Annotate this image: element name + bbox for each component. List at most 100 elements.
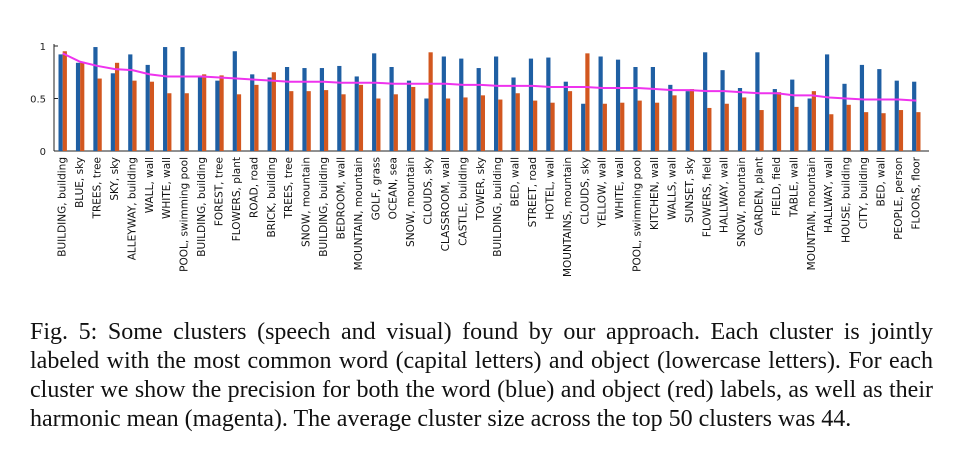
object-precision-bar [498, 99, 503, 151]
x-tick-label: BLUE, sky [74, 157, 86, 208]
word-precision-bar [319, 68, 325, 151]
object-precision-bar [811, 91, 816, 151]
object-precision-bar [759, 110, 764, 151]
object-precision-bar [515, 93, 520, 151]
word-precision-bar [250, 74, 255, 151]
x-tick-label: SKY, sky [109, 157, 121, 201]
word-precision-bar [842, 83, 847, 151]
object-precision-bar [254, 84, 259, 151]
word-precision-bar [145, 64, 150, 151]
harmonic-mean-line [62, 52, 917, 102]
x-tick-label: WHITE, wall [161, 157, 173, 219]
word-precision-bar [650, 67, 655, 151]
word-precision-bar [511, 77, 516, 151]
word-precision-bar [180, 47, 185, 151]
x-tick-label: ALLEYWAY, building [126, 157, 138, 260]
x-tick-label: TABLE, wall [788, 157, 800, 218]
word-precision-bar [546, 57, 551, 151]
object-precision-bar [358, 84, 364, 151]
word-precision-bar [459, 58, 464, 151]
word-precision-bar [372, 53, 377, 151]
object-precision-bar [97, 78, 102, 151]
word-precision-bar [668, 84, 673, 151]
x-tick-label: FOREST, tree [213, 157, 225, 226]
object-precision-bar [567, 91, 573, 151]
x-tick-label: TREES, tree [92, 157, 104, 219]
x-tick-label: BEDROOM, wall [335, 157, 347, 239]
x-tick-label: WALL, wall [144, 157, 156, 213]
word-precision-bar [93, 47, 98, 151]
x-tick-label: TOWER, sky [475, 157, 487, 221]
object-precision-bar [794, 106, 799, 151]
object-precision-bar [846, 104, 851, 151]
x-tick-label: GARDEN, plant [754, 157, 766, 236]
x-tick-label: ROAD, road [248, 157, 260, 218]
object-precision-bar [864, 112, 869, 151]
object-precision-bar [219, 75, 224, 151]
x-tick-label: PEOPLE, person [893, 157, 905, 240]
x-tick-label: KITCHEN, wall [649, 157, 661, 230]
word-precision-bar [389, 67, 394, 151]
word-precision-bar [232, 51, 237, 151]
x-tick-label: BUILDING, building [196, 157, 208, 257]
x-tick-label: CLOUDS, sky [423, 157, 435, 225]
x-tick-label: SNOW, mountain [405, 157, 417, 247]
object-precision-bar [393, 94, 398, 151]
word-precision-bar [633, 67, 638, 151]
word-precision-bar [110, 73, 115, 151]
x-tick-label: WHITE, wall [614, 157, 626, 219]
object-precision-bar [707, 107, 712, 151]
object-precision-bar [271, 72, 276, 151]
x-tick-label: HALLWAY, wall [719, 157, 731, 233]
word-precision-bar [790, 79, 795, 151]
object-precision-bar [463, 97, 468, 151]
x-tick-label: WALLS, wall [666, 157, 678, 220]
word-precision-bar [284, 67, 290, 151]
x-tick-label: BUILDING, building [57, 157, 69, 257]
object-precision-bar [62, 51, 67, 151]
precision-bar-chart: 0 0.5 1 BUILDING, building BLUE, sky TREES, … [30, 42, 929, 277]
object-precision-bar [114, 62, 120, 151]
object-precision-bar [236, 94, 242, 151]
figure-caption: Fig. 5: Some clusters (speech and visual… [30, 319, 933, 432]
harmonic-mean-series-line [62, 52, 917, 102]
word-precision-bar [302, 68, 307, 151]
word-precision-bar [163, 47, 168, 151]
object-precision-bar [480, 95, 485, 151]
word-precision-bar [215, 80, 220, 151]
x-tick-label: MOUNTAIN, mountain [353, 157, 365, 270]
word-precision-bar [755, 52, 760, 151]
word-precision-bar [406, 80, 412, 151]
word-precision-bar [563, 81, 568, 151]
word-precision-bar [877, 69, 882, 151]
object-precision-bar [776, 92, 782, 151]
object-precision-bar [672, 95, 677, 151]
object-precision-bar [620, 102, 625, 151]
x-tick-label: CLASSROOM, wall [440, 157, 452, 251]
x-tick-label: HOUSE, building [841, 157, 853, 243]
word-precision-bar [424, 98, 429, 151]
word-precision-bar [737, 88, 743, 151]
word-precision-bar [615, 59, 621, 151]
word-precision-bar [58, 54, 63, 151]
object-precision-bar [533, 100, 538, 151]
object-precision-bar [602, 103, 607, 151]
x-tick-label: POOL, swimming pool [632, 157, 644, 272]
word-precision-bar [581, 103, 586, 151]
object-precision-bar [637, 100, 642, 151]
y-tick-label: 0 [40, 147, 46, 158]
word-precision-bar [128, 54, 133, 151]
x-tick-label: STREET, road [527, 157, 539, 227]
object-precision-bar [654, 102, 660, 151]
x-tick-label: OCEAN, sea [388, 157, 400, 219]
x-tick-label: TREES, tree [283, 157, 295, 219]
x-tick-label: FIELD, field [771, 157, 783, 216]
object-precision-bar [742, 97, 747, 151]
object-precision-bar [167, 93, 172, 151]
x-tick-label: GOLF, grass [370, 157, 382, 220]
word-precision-bar [703, 52, 708, 151]
object-precision-bar [149, 81, 155, 151]
word-precision-bar [267, 77, 272, 151]
x-tick-label: SUNSET, sky [684, 157, 696, 223]
object-precision-bar [289, 91, 294, 151]
